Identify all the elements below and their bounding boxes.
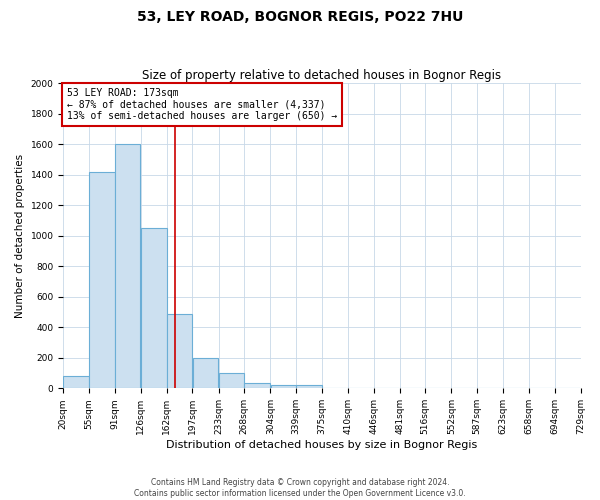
Bar xyxy=(89,172,115,388)
Text: 53 LEY ROAD: 173sqm
← 87% of detached houses are smaller (4,337)
13% of semi-det: 53 LEY ROAD: 173sqm ← 87% of detached ho… xyxy=(67,88,337,121)
Bar xyxy=(219,373,244,388)
Text: Contains HM Land Registry data © Crown copyright and database right 2024.
Contai: Contains HM Land Registry data © Crown c… xyxy=(134,478,466,498)
Bar xyxy=(271,386,296,388)
X-axis label: Distribution of detached houses by size in Bognor Regis: Distribution of detached houses by size … xyxy=(166,440,478,450)
Title: Size of property relative to detached houses in Bognor Regis: Size of property relative to detached ho… xyxy=(142,69,502,82)
Bar xyxy=(115,144,140,388)
Y-axis label: Number of detached properties: Number of detached properties xyxy=(15,154,25,318)
Bar xyxy=(244,383,270,388)
Bar xyxy=(193,358,218,388)
Bar xyxy=(296,386,322,388)
Bar xyxy=(141,228,167,388)
Text: 53, LEY ROAD, BOGNOR REGIS, PO22 7HU: 53, LEY ROAD, BOGNOR REGIS, PO22 7HU xyxy=(137,10,463,24)
Bar xyxy=(64,376,89,388)
Bar xyxy=(167,314,192,388)
